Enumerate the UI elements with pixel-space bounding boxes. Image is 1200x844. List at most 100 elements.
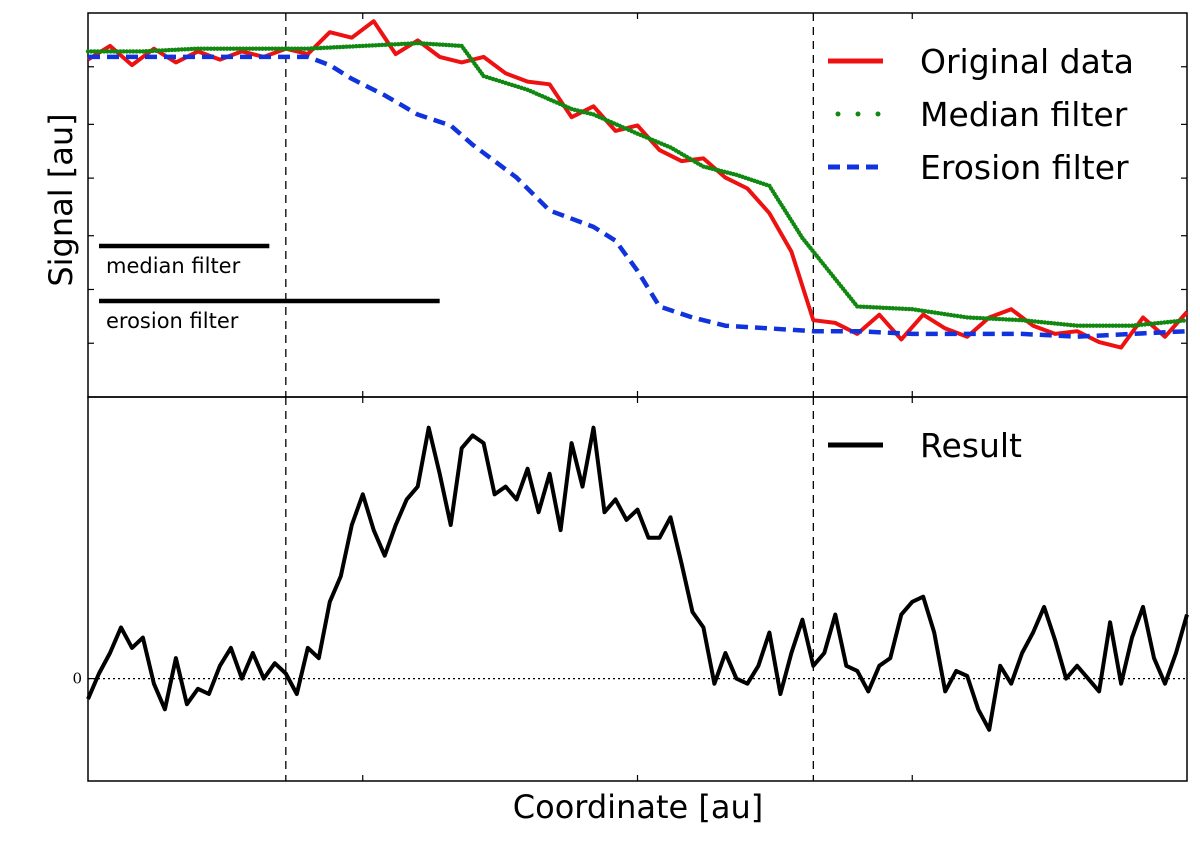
series-result [86, 425, 1189, 732]
median-filter-point [971, 315, 976, 320]
median-filter-point [127, 49, 133, 54]
median-filter-point [1042, 320, 1047, 325]
median-filter-point [131, 49, 136, 54]
median-filter-point [231, 46, 236, 51]
median-filter-point [1019, 318, 1025, 323]
median-filter-point [990, 316, 996, 321]
median-filter-point [919, 308, 925, 313]
median-filter-point [344, 44, 349, 49]
legend-swatch-dot [855, 111, 861, 117]
median-filter-point [939, 311, 944, 316]
median-filter-point [1074, 323, 1080, 328]
median-filter-point [328, 45, 333, 50]
median-filter-point [858, 304, 863, 309]
median-filter-point [337, 44, 343, 50]
median-filter-point [240, 46, 246, 51]
median-filter-point [974, 315, 980, 321]
median-filter-point [997, 316, 1002, 322]
median-filter-point [450, 43, 455, 48]
median-filter-point [1178, 318, 1183, 324]
bottom-plot-frame [87, 396, 1188, 782]
median-filter-point [868, 304, 873, 310]
median-filter-point [363, 43, 369, 48]
median-filter-point [215, 46, 220, 51]
median-filter-point [92, 49, 97, 54]
median-filter-point [1133, 323, 1138, 328]
median-filter-point [405, 41, 411, 46]
median-filter-point [1110, 323, 1115, 328]
median-filter-point [140, 49, 146, 54]
median-filter-point [305, 46, 310, 51]
legend-swatch-dot [835, 111, 841, 117]
median-filter-point [981, 316, 986, 321]
median-filter-point [948, 312, 954, 318]
legend-label-erosion-filter: Erosion filter [920, 148, 1129, 187]
median-filter-point [321, 45, 327, 51]
median-filter-point [286, 46, 291, 51]
legend-label-median-filter: Median filter [920, 95, 1128, 134]
median-filter-point [357, 43, 362, 49]
median-filter-point [890, 306, 896, 311]
series-original-data [86, 19, 1189, 350]
median-filter-point [456, 43, 461, 48]
median-filter-point [370, 43, 375, 48]
median-filter-point [929, 309, 934, 315]
median-filter-point [179, 47, 184, 52]
median-filter-point [446, 42, 452, 48]
median-filter-point [257, 46, 262, 51]
median-filter-point [955, 313, 960, 319]
median-filter-point [1068, 322, 1073, 328]
median-filter-point [1094, 323, 1099, 328]
median-filter-point [85, 49, 91, 54]
median-filter-point [861, 304, 866, 310]
median-filter-point [250, 46, 256, 51]
median-filter-point [312, 46, 317, 51]
median-filter-point [289, 46, 294, 51]
median-filter-point [189, 46, 194, 52]
median-filter-point [864, 304, 870, 310]
median-filter-point [221, 46, 226, 51]
median-filter-point [173, 47, 178, 52]
median-filter-point [874, 305, 879, 310]
median-filter-point [153, 48, 159, 53]
legend-swatch-dot [875, 111, 881, 117]
median-filter-point [916, 307, 921, 313]
median-filter-point [237, 46, 243, 51]
median-filter-point [1081, 323, 1086, 328]
median-filter-point [266, 46, 272, 51]
median-filter-point [402, 41, 407, 47]
median-filter-point [218, 46, 223, 51]
median-filter-point [952, 313, 957, 318]
median-filter-point [1091, 323, 1096, 328]
median-filter-point [1061, 322, 1067, 327]
median-filter-point [942, 311, 947, 317]
median-filter-point [389, 42, 395, 47]
median-filter-point [150, 48, 155, 54]
median-filter-point [315, 45, 320, 51]
annotation-label-1: median filter [106, 254, 241, 278]
median-filter-point [383, 42, 388, 47]
median-filter-point [234, 46, 239, 51]
median-filter-point [431, 41, 436, 47]
median-filter-point [244, 46, 249, 51]
median-filter-point [884, 305, 889, 311]
median-filter-point [253, 46, 259, 51]
median-filter-point [926, 309, 931, 314]
median-filter-point [89, 49, 94, 54]
median-filter-point [903, 306, 908, 312]
median-filter-point [987, 316, 993, 321]
top-legend: Original data Median filter Erosion filter [828, 42, 1134, 187]
median-filter-point [443, 42, 449, 48]
median-filter-point [1113, 323, 1119, 328]
median-filter-point [279, 46, 285, 51]
median-filter-point [124, 49, 129, 54]
median-filter-point [228, 46, 233, 51]
median-filter-point [945, 312, 951, 317]
median-filter-point [147, 48, 152, 54]
median-filter-point [192, 46, 197, 52]
median-filter-point [994, 316, 999, 322]
median-filter-point [101, 49, 107, 54]
median-filter-point [295, 46, 301, 51]
median-filter-point [893, 306, 899, 311]
median-filter-point [887, 305, 892, 311]
